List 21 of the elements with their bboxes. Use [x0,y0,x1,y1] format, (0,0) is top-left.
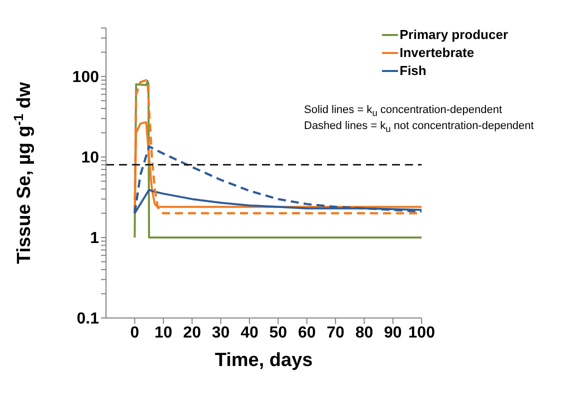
x-tick-label: 40 [240,324,258,342]
annotation: Dashed lines = k$_{u}$ not concentration-dependent [304,120,534,136]
x-tick-label: 20 [183,324,202,342]
y-tick-label: 100 [72,69,100,86]
x-tick-label: 90 [384,324,402,342]
y-tick-label: 10 [81,150,100,167]
legend-label: Invertebrate [398,44,476,62]
x-tick-label: 30 [212,324,230,342]
annotation: Solid lines = k$_{u}$ concentration-dependent [304,104,504,120]
legend-label: Fish [398,62,428,80]
x-axis-title: Time, days [214,350,313,371]
x-tick-label: 0 [130,324,140,342]
x-tick-label: 100 [408,324,436,342]
y-tick-label: 0.1 [76,310,100,328]
legend-label: Primary producer [398,26,508,44]
x-tick-label: 60 [298,324,316,342]
y-tick-label: 1 [90,230,100,248]
x-tick-label: 10 [154,324,172,342]
x-tick-label: 70 [326,324,345,342]
x-tick-label: 50 [269,324,288,342]
x-tick-label: 80 [355,324,374,342]
